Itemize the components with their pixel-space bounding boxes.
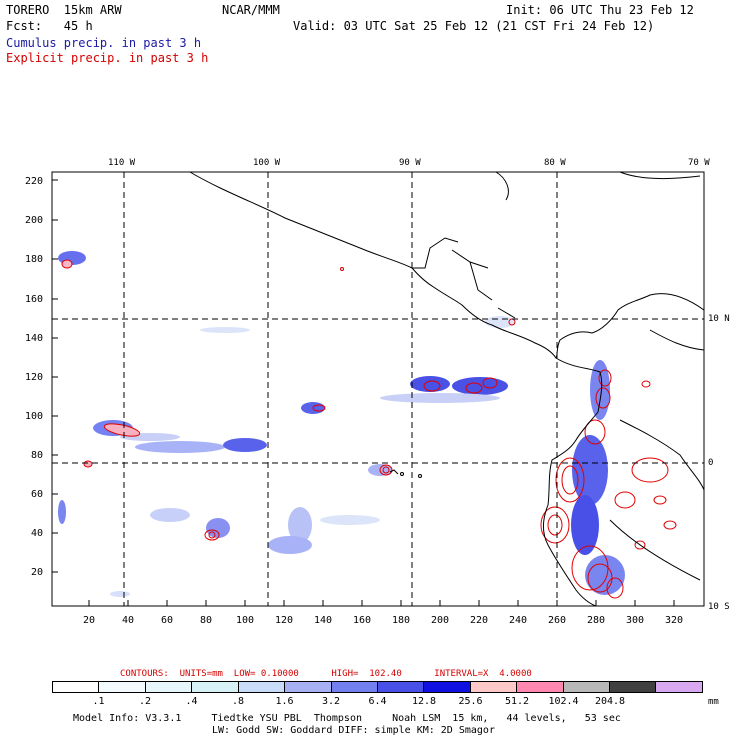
colorbar-label: .4	[185, 696, 198, 707]
colorbar	[52, 681, 703, 693]
colorbar-labels: .1 .2 .4 .8 1.6 3.2 6.4 12.8 25.6 51.2 102.4 204.8	[52, 696, 703, 708]
footer-physics-info: LW: Godd SW: Goddard DIFF: simple KM: 2D…	[212, 725, 495, 736]
colorbar-swatch	[563, 682, 611, 692]
x-tick-label: 140	[314, 615, 333, 626]
colorbar-swatch	[285, 682, 332, 692]
y-tick-label: 20	[31, 567, 44, 578]
colorbar-swatch	[99, 682, 146, 692]
init-label: Init: 06 UTC Thu 23 Feb 12	[506, 3, 694, 17]
cumulus-precip-areas	[58, 251, 625, 597]
x-tick-label: 180	[392, 615, 411, 626]
colorbar-swatch	[470, 682, 518, 692]
y-tick-label: 100	[25, 411, 44, 422]
fcst-label: Fcst: 45 h	[6, 19, 93, 33]
lon-label-90w: 90 W	[399, 158, 421, 168]
x-tick-label: 220	[470, 615, 489, 626]
colorbar-label: .2	[138, 696, 152, 707]
left-axis-ticks	[52, 179, 58, 573]
colorbar-swatch	[238, 682, 286, 692]
coastline	[189, 171, 705, 607]
x-tick-label: 260	[548, 615, 567, 626]
footer-model-info: Model Info: V3.3.1 Tiedtke YSU PBL Thomp…	[73, 713, 621, 724]
colorbar-label: 1.6	[275, 696, 294, 707]
lat-label-10s: 10 S	[708, 602, 730, 612]
colorbar-label: 25.6	[458, 696, 483, 707]
x-tick-label: 320	[665, 615, 684, 626]
model-label: TORERO 15km ARW	[6, 3, 122, 17]
colorbar-swatch	[53, 682, 100, 692]
colorbar-swatch	[145, 682, 193, 692]
colorbar-swatch	[331, 682, 378, 692]
colorbar-label: 204.8	[594, 696, 626, 707]
y-tick-label: 220	[25, 176, 44, 187]
colorbar-swatch	[610, 682, 657, 692]
y-tick-label: 80	[31, 450, 44, 461]
y-tick-label: 140	[25, 333, 44, 344]
colorbar-label: 6.4	[368, 696, 387, 707]
x-tick-label: 20	[83, 615, 96, 626]
explicit-precip-contours	[61, 259, 677, 599]
org-label: NCAR/MMM	[222, 3, 280, 17]
lon-label-80w: 80 W	[544, 158, 566, 168]
valid-label: Valid: 03 UTC Sat 25 Feb 12 (21 CST Fri …	[293, 19, 655, 33]
x-tick-label: 60	[161, 615, 174, 626]
colorbar-label: .1	[92, 696, 105, 707]
map-frame	[51, 171, 705, 607]
x-tick-label: 240	[509, 615, 528, 626]
colorbar-unit: mm	[708, 697, 719, 707]
x-tick-label: 120	[275, 615, 294, 626]
colorbar-label: 3.2	[321, 696, 341, 707]
contour-info: CONTOURS: UNITS=mm LOW= 0.10000 HIGH= 10…	[120, 669, 532, 679]
lon-label-100w: 100 W	[253, 158, 281, 168]
explicit-legend: Explicit precip. in past 3 h	[6, 51, 209, 65]
x-tick-label: 80	[200, 615, 213, 626]
colorbar-label: 12.8	[411, 696, 437, 707]
lat-label-0: 0	[708, 458, 714, 468]
lon-label-70w: 70 W	[688, 158, 710, 168]
colorbar-swatch	[424, 682, 471, 692]
colorbar-swatch	[192, 682, 239, 692]
cumulus-legend: Cumulus precip. in past 3 h	[6, 36, 202, 50]
colorbar-label: 102.4	[548, 696, 579, 707]
colorbar-swatch	[656, 682, 702, 692]
y-tick-label: 60	[31, 489, 44, 500]
x-tick-label: 40	[122, 615, 135, 626]
x-tick-label: 160	[353, 615, 372, 626]
lon-label-110w: 110 W	[108, 158, 136, 168]
y-tick-label: 200	[25, 215, 44, 226]
bottom-axis-ticks	[88, 600, 675, 606]
y-tick-label: 160	[25, 294, 44, 305]
colorbar-label: .8	[231, 696, 245, 707]
colorbar-label: 51.2	[504, 696, 530, 707]
y-tick-label: 40	[31, 528, 44, 539]
y-tick-label: 180	[25, 254, 44, 265]
x-tick-label: 280	[587, 615, 606, 626]
x-tick-label: 200	[431, 615, 450, 626]
colorbar-swatch	[377, 682, 425, 692]
latlon-grid	[52, 172, 704, 606]
lat-label-10n: 10 N	[708, 314, 730, 324]
y-tick-label: 120	[25, 372, 44, 383]
x-tick-label: 100	[236, 615, 255, 626]
colorbar-swatch	[517, 682, 564, 692]
x-tick-label: 300	[626, 615, 645, 626]
